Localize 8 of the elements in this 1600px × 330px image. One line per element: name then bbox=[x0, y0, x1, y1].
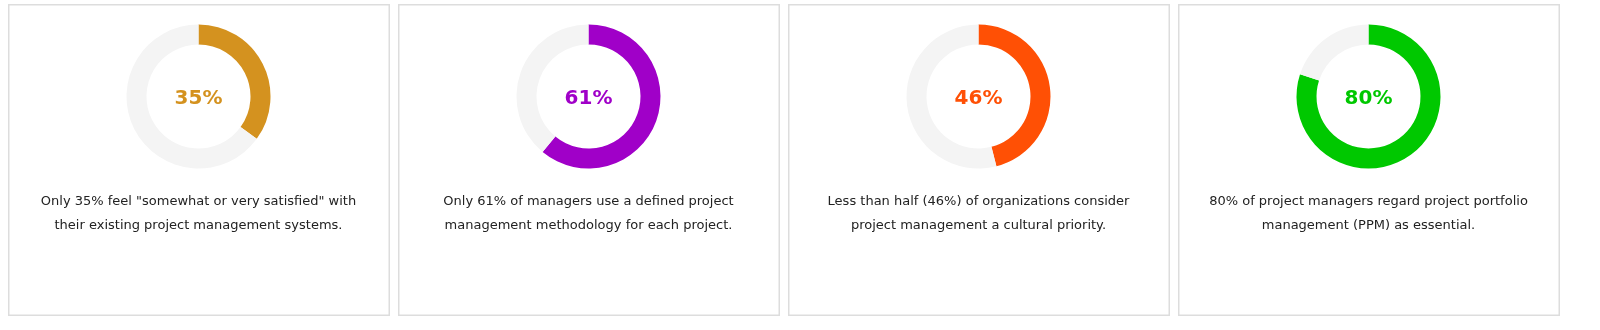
text: 35% bbox=[174, 84, 223, 109]
text: Only 35% feel "somewhat or very satisfied" with their existing project management systems. bbox=[40, 193, 357, 232]
text: Less than half (46%) of organizations consider project management a cultural priority. bbox=[827, 193, 1131, 232]
text: 80% of project managers regard project portfolio management (PPM) as essential. bbox=[1209, 193, 1528, 232]
text: 61% bbox=[564, 84, 613, 109]
text: 80% bbox=[1344, 84, 1393, 109]
text: Only 61% of managers use a defined project management methodology for each project. bbox=[443, 193, 734, 232]
text: 46% bbox=[954, 84, 1003, 109]
